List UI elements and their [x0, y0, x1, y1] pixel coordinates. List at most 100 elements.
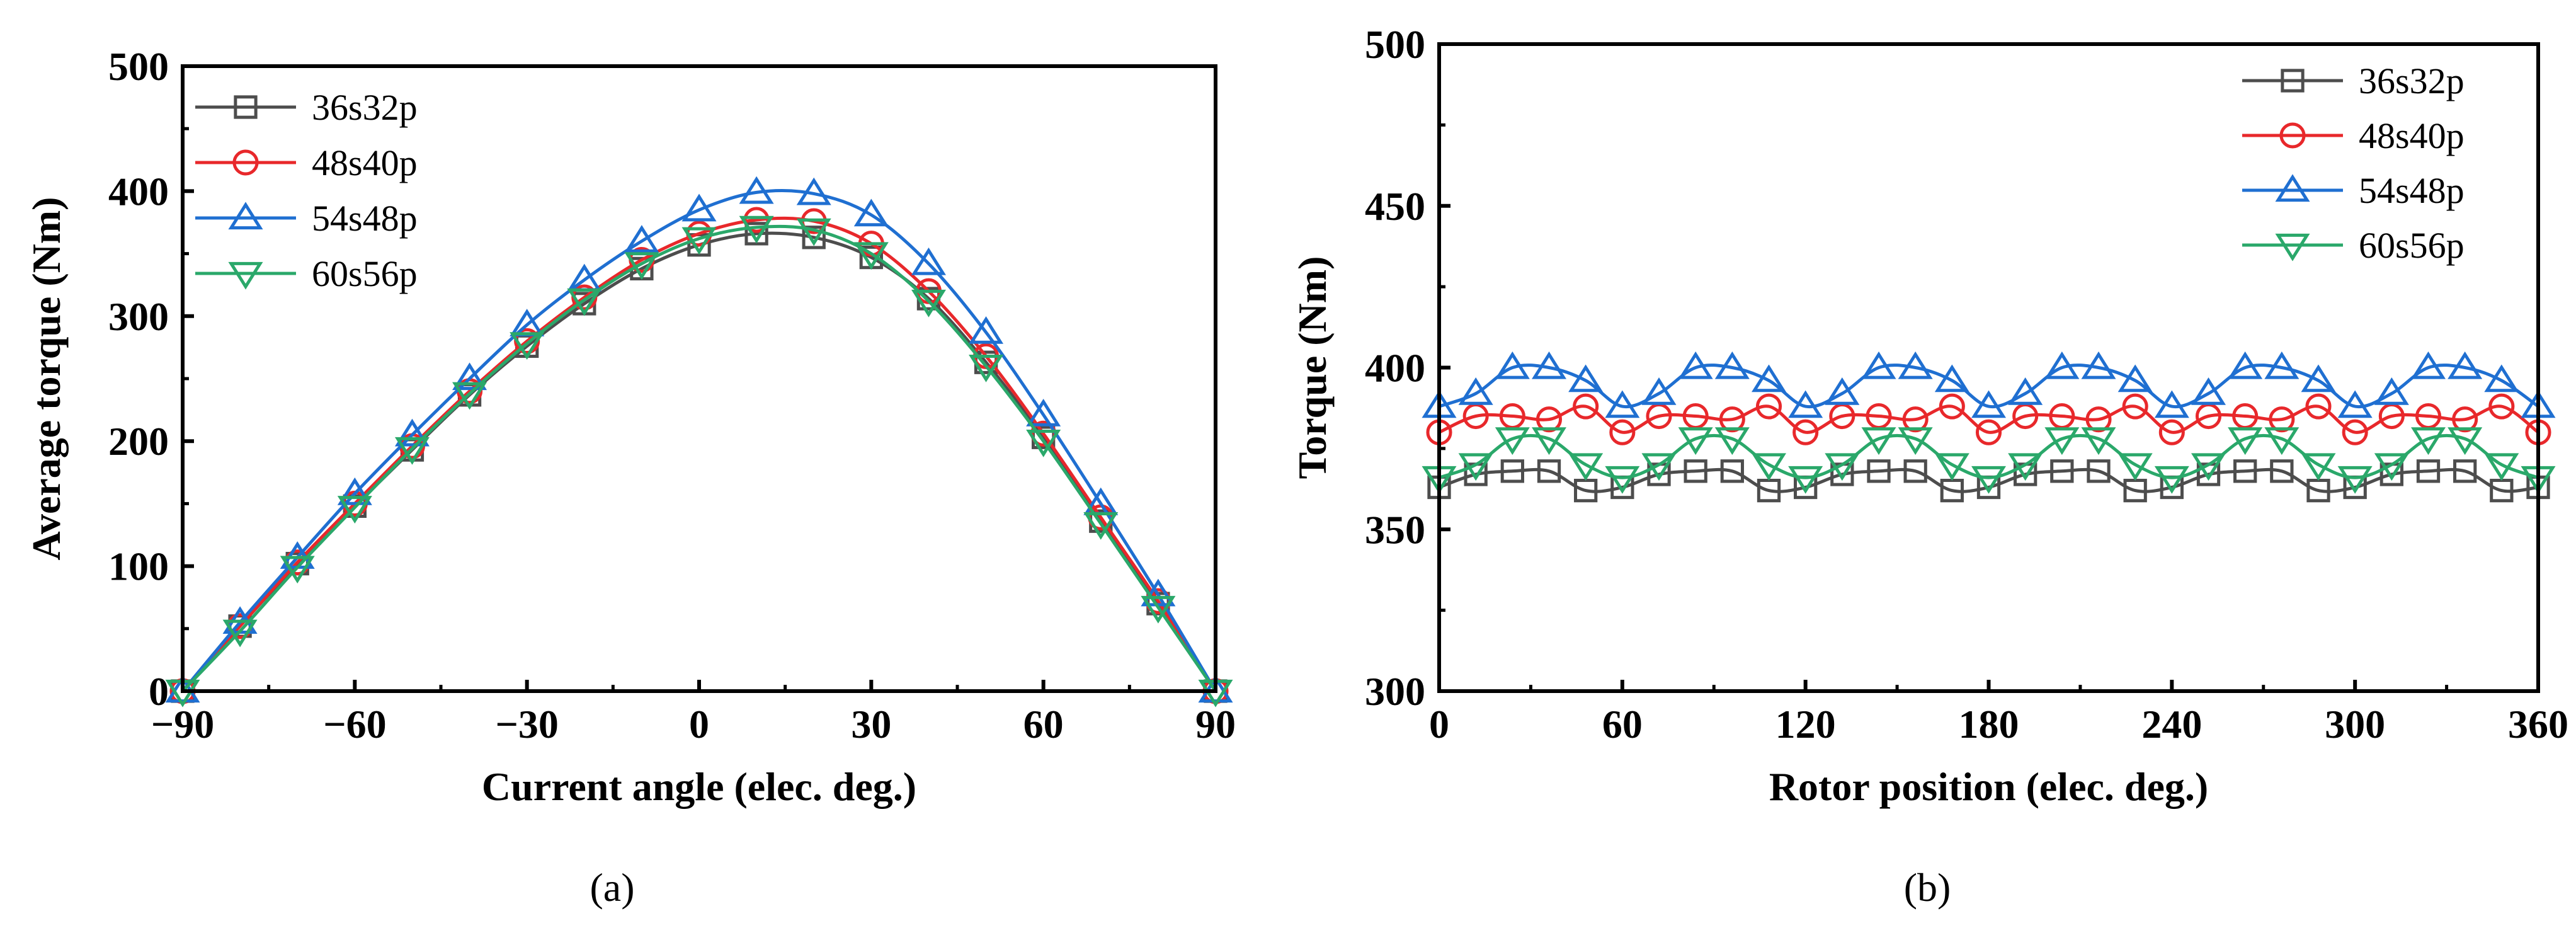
legend-label-48s40p: 48s40p [2359, 115, 2465, 156]
series-60s56p-point-20 [2154, 466, 2189, 494]
series-60s56p-point-14 [1934, 453, 1969, 481]
y-tick-label-1: 100 [108, 544, 169, 589]
series-36s32p-point-17 [2050, 459, 2074, 483]
series-48s40p-point-5 [1609, 419, 1636, 445]
x-tick-label-1: −60 [323, 702, 386, 747]
panel-caption: (a) [590, 865, 634, 910]
series-60s56p-point-12 [1861, 427, 1896, 455]
series-60s56p-point-1 [1458, 453, 1493, 481]
series-48s40p-point-28 [2452, 406, 2478, 433]
series-60s56p-point-28 [2448, 427, 2483, 455]
series-36s32p-line [1439, 467, 2539, 493]
series-54s48p-point-28 [2448, 351, 2483, 379]
y-tick-label-2: 400 [1365, 346, 1425, 391]
legend-label-36s32p: 36s32p [312, 87, 418, 128]
series-60s56p-point-19 [2117, 453, 2153, 481]
series-36s32p-point-23 [2270, 459, 2294, 483]
series-36s32p-point-2 [1500, 459, 1524, 483]
series-60s56p [165, 215, 1233, 707]
panel-a-average-torque-chart: −90 −60 −30 0 30 60 90 0 100 200 300 400 500 Current … [24, 44, 1236, 910]
series-54s48p-point-15 [1026, 398, 1061, 427]
series-48s40p-point-8 [1719, 406, 1745, 433]
series-48s40p-point-23 [2269, 406, 2295, 433]
series-54s48p-point-26 [2374, 377, 2409, 405]
series-54s48p-point-8 [624, 225, 659, 253]
series-60s56p-point-15 [1026, 430, 1061, 457]
series-60s56p-point-23 [2264, 427, 2300, 455]
series-36s32p-point-13 [1903, 459, 1927, 483]
series-48s40p-point-24 [2305, 393, 2332, 420]
series-54s48p-point-3 [337, 477, 372, 505]
x-tick-label-2: 120 [1775, 702, 1836, 747]
legend-marker-60s56p [2275, 233, 2310, 261]
legend-marker-36s32p [234, 95, 258, 119]
series-60s56p-point-2 [280, 556, 315, 584]
series-36s32p-point-10 [744, 222, 768, 246]
series-54s48p-point-16 [2008, 377, 2043, 405]
series-60s56p-point-8 [624, 252, 659, 280]
x-tick-label-2: −30 [495, 702, 558, 747]
x-tick-label-3: 180 [1959, 702, 2019, 747]
series-54s48p-point-7 [1678, 351, 1713, 379]
legend-marker-54s48p [228, 202, 263, 230]
series-54s48p-point-17 [2044, 351, 2080, 379]
series-48s40p-point-25 [2342, 419, 2368, 445]
series-36s32p-line [181, 231, 1217, 692]
y-tick-label-2: 200 [108, 419, 169, 464]
legend-label-48s40p: 48s40p [312, 142, 418, 183]
series-54s48p-point-27 [2410, 351, 2446, 379]
series-48s40p-point-19 [2122, 393, 2148, 420]
y-tick-label-0: 0 [149, 669, 169, 714]
series-60s56p-point-1 [222, 619, 258, 648]
series-48s40p-point-29 [2488, 393, 2515, 420]
series-54s48p-point-1 [1458, 377, 1493, 405]
series-54s48p-point-6 [1641, 377, 1677, 405]
series-60s56p [1422, 427, 2556, 494]
series-60s56p-point-26 [2374, 453, 2409, 481]
x-tick-label-0: −90 [151, 702, 214, 747]
series-36s32p-point-12 [1867, 459, 1891, 483]
y-tick-label-1: 350 [1365, 507, 1425, 552]
legend-marker-48s40p [2279, 122, 2306, 149]
series-60s56p-point-16 [2008, 453, 2043, 481]
x-tick-label-3: 0 [689, 702, 709, 747]
series-60s56p-point-16 [1083, 512, 1119, 540]
series-60s56p-point-14 [969, 354, 1004, 382]
series-60s56p-point-6 [1641, 453, 1677, 481]
series-60s56p-point-8 [1714, 427, 1750, 455]
x-tick-label-0: 0 [1429, 702, 1449, 747]
series-60s56p-point-2 [1495, 427, 1530, 455]
series-60s56p-point-12 [853, 242, 889, 270]
series-60s56p-point-22 [2228, 427, 2263, 455]
series-54s48p-point-22 [2228, 351, 2263, 379]
legend: 36s32p 48s40p 54s48p 60s56p [195, 87, 418, 294]
legend: 36s32p 48s40p 54s48p 60s56p [2242, 60, 2465, 266]
series-60s56p-point-13 [1898, 427, 1933, 455]
series-60s56p-point-29 [2484, 453, 2519, 481]
series-48s40p-point-14 [1939, 393, 1965, 420]
series-54s48p-point-11 [796, 177, 831, 205]
series-60s56p-point-17 [1141, 595, 1176, 624]
series-48s40p-point-13 [1902, 406, 1929, 433]
series-60s56p-point-9 [1751, 453, 1787, 481]
series-54s48p-point-14 [1934, 364, 1969, 392]
legend-label-36s32p: 36s32p [2359, 60, 2465, 101]
series-36s32p-point-11 [802, 226, 826, 249]
series-60s56p-point-10 [1788, 466, 1823, 494]
series-54s48p-point-21 [2191, 377, 2226, 405]
series-60s56p-point-5 [452, 382, 487, 410]
series-60s56p-point-10 [739, 215, 774, 244]
series-54s48p-point-10 [739, 176, 774, 204]
series-48s40p-point-20 [2158, 419, 2185, 445]
series-60s56p-point-4 [394, 437, 430, 465]
series-60s56p-line [1439, 433, 2539, 479]
y-tick-label-4: 500 [1365, 22, 1425, 67]
series-54s48p-point-10 [1788, 390, 1823, 418]
series-60s56p-point-7 [1678, 427, 1713, 455]
series-54s48p-point-24 [2301, 364, 2336, 392]
series-54s48p-point-2 [1495, 351, 1530, 379]
series-60s56p-point-24 [2301, 453, 2336, 481]
series-54s48p-point-5 [452, 362, 487, 391]
series-60s56p-point-15 [1971, 466, 2007, 494]
